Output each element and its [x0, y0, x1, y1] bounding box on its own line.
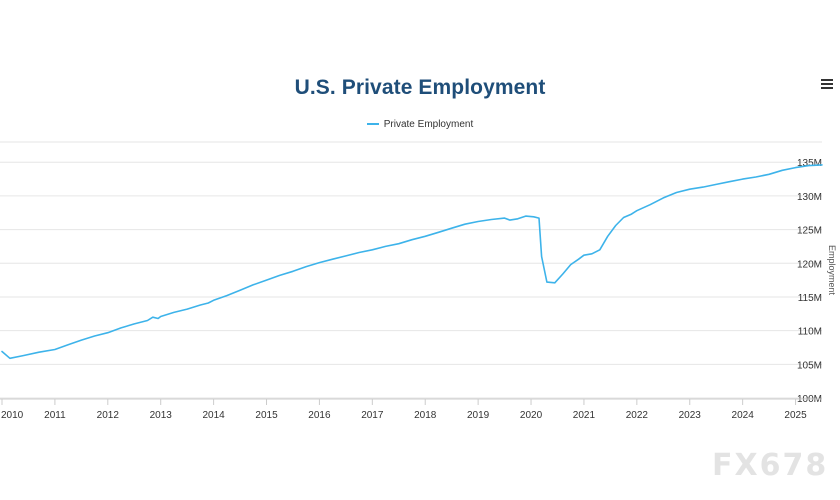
- y-tick-label: 115M: [798, 293, 822, 304]
- x-tick-label: 2014: [202, 410, 225, 421]
- x-tick-label: 2012: [97, 410, 120, 421]
- chart-title: U.S. Private Employment: [294, 76, 546, 99]
- x-tick-label: 2021: [573, 410, 596, 421]
- x-tick-label: 2024: [732, 410, 755, 421]
- x-tick-label: 2016: [308, 410, 331, 421]
- watermark: FX678: [712, 448, 829, 483]
- legend: Private Employment: [0, 117, 840, 130]
- x-tick-label: 2015: [255, 410, 278, 421]
- x-tick-label: 2020: [520, 410, 543, 421]
- y-tick-label: 105M: [797, 360, 822, 371]
- x-tick-label: 2013: [150, 410, 173, 421]
- grid-lines: [0, 141, 822, 399]
- x-tick-label: 2019: [467, 410, 490, 421]
- legend-item[interactable]: Private Employment: [366, 118, 474, 130]
- x-tick-label: 2010: [1, 410, 24, 421]
- y-tick-label: 130M: [797, 192, 822, 203]
- chart-menu-icon[interactable]: [821, 79, 833, 91]
- y-tick-label: 110M: [798, 327, 822, 338]
- y-tick-label: 135M: [797, 158, 822, 169]
- x-tick-label: 2022: [626, 410, 649, 421]
- x-tick-label: 2017: [361, 410, 384, 421]
- x-tick-label: 2025: [784, 410, 807, 421]
- y-tick-label: 120M: [797, 259, 822, 270]
- x-tick-label: 2018: [414, 410, 437, 421]
- x-tick-label: 2011: [44, 410, 66, 421]
- legend-label: Private Employment: [383, 118, 474, 130]
- x-tick-label: 2023: [679, 410, 702, 421]
- y-axis-title: Employment: [827, 245, 837, 296]
- legend-swatch: [366, 123, 379, 125]
- y-tick-label: 125M: [797, 226, 822, 237]
- series-line: [1, 164, 823, 360]
